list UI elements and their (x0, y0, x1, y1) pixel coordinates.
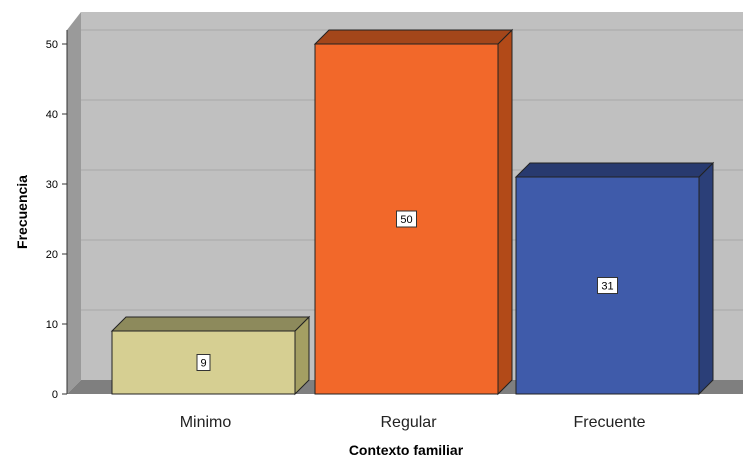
bar-top (313, 29, 514, 45)
bars: 9 50 31 (110, 28, 715, 396)
plot-left-wall (67, 12, 81, 394)
data-label-box (597, 277, 618, 294)
x-category-label: Regular (380, 414, 437, 431)
x-category-label: Frecuente (573, 414, 645, 431)
x-axis-category-labels: Minimo Regular Frecuente (180, 414, 646, 431)
bar-regular: 50 (313, 28, 514, 396)
bar-side (698, 161, 714, 396)
data-label: 9 (200, 358, 206, 370)
data-label-box (396, 210, 417, 228)
y-axis-title: Frecuencia (14, 175, 30, 249)
bar-side (497, 28, 513, 396)
data-label-box (196, 354, 211, 371)
y-axis-ticks: 0 10 20 30 40 50 (46, 39, 67, 401)
x-category-label: Minimo (180, 414, 232, 431)
x-axis-title: Contexto familiar (349, 442, 464, 458)
y-tick-label: 0 (52, 389, 58, 401)
bar-top (110, 316, 311, 332)
y-tick-label: 10 (46, 319, 58, 331)
bar-minimo: 9 (110, 315, 311, 396)
data-label: 31 (601, 281, 613, 293)
y-tick-label: 20 (46, 249, 58, 261)
bar-frecuente: 31 (514, 161, 715, 396)
bar-top (514, 162, 715, 178)
bar-front (111, 330, 296, 395)
y-tick-label: 50 (46, 39, 58, 51)
y-tick-label: 30 (46, 179, 58, 191)
data-label: 50 (400, 214, 412, 226)
y-tick-label: 40 (46, 109, 58, 121)
